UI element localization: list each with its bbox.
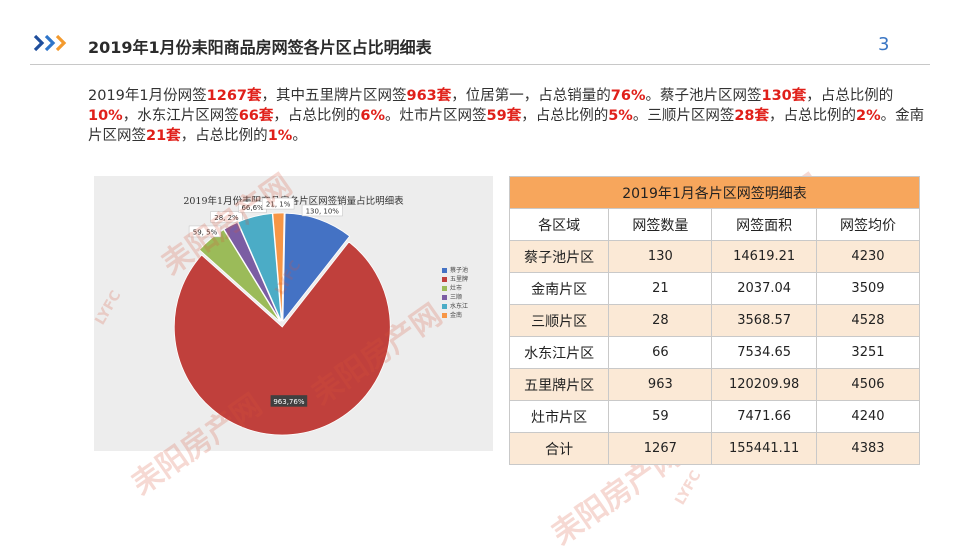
- table-header-row: 各区域 网签数量 网签面积 网签均价: [508, 208, 921, 241]
- pie-slice: [173, 241, 391, 436]
- pie-chart: 130, 10% 963,76% 59, 5% 28, 2%66,6% 21, 1%: [173, 197, 391, 436]
- legend-label: 蔡子池: [450, 267, 469, 274]
- table-cell: 14619.21: [711, 240, 817, 273]
- table-cell: 4240: [815, 400, 921, 433]
- legend-label: 灶市: [450, 285, 463, 292]
- data-label: 28, 2%: [210, 211, 243, 223]
- table-cell: 28: [608, 304, 713, 337]
- table-cell: 4506: [815, 368, 921, 401]
- table-cell: 120209.98: [711, 368, 817, 401]
- legend-swatch: [442, 286, 447, 291]
- table-cell: 59: [608, 400, 713, 433]
- legend-item: 灶市: [442, 284, 468, 293]
- legend-swatch: [442, 268, 447, 273]
- table-cell: 7534.65: [711, 336, 817, 369]
- table-cell: 水东江片区: [508, 336, 610, 369]
- table-cell: 金南片区: [508, 272, 610, 305]
- legend-label: 水东江: [450, 303, 469, 310]
- svg-text:963,76%: 963,76%: [273, 398, 304, 406]
- header-cell: 网签面积: [711, 208, 817, 241]
- legend-item: 蔡子池: [442, 266, 468, 275]
- page-number: 3: [878, 34, 890, 55]
- data-label: 130, 10%: [301, 204, 343, 217]
- legend-label: 五里牌: [450, 276, 469, 283]
- chart-legend: 蔡子池五里牌灶市三顺水东江金南: [442, 266, 468, 320]
- legend-item: 三顺: [442, 293, 468, 302]
- detail-table: 2019年1月各片区网签明细表 各区域 网签数量 网签面积 网签均价 蔡子池片区…: [508, 176, 921, 465]
- table-row: 水东江片区 66 7534.65 3251: [508, 336, 921, 369]
- table-cell: 2037.04: [711, 272, 817, 305]
- legend-item: 金南: [442, 311, 468, 320]
- table-cell: 963: [608, 368, 713, 401]
- table-cell: 21: [608, 272, 713, 305]
- legend-swatch: [442, 313, 447, 318]
- table-cell: 66: [608, 336, 713, 369]
- table-row: 灶市片区 59 7471.66 4240: [508, 400, 921, 433]
- legend-label: 三顺: [450, 294, 463, 301]
- table-cell: 蔡子池片区: [508, 240, 610, 273]
- header-cell: 各区域: [508, 208, 610, 241]
- data-label: 59, 5%: [188, 225, 222, 238]
- data-label: 21, 1%: [262, 197, 295, 210]
- table-row: 蔡子池片区 130 14619.21 4230: [508, 240, 921, 273]
- legend-item: 五里牌: [442, 275, 468, 284]
- svg-text:28, 2%: 28, 2%: [214, 214, 239, 222]
- svg-text:59, 5%: 59, 5%: [193, 228, 218, 236]
- header-cell: 网签数量: [608, 208, 713, 241]
- page-title: 2019年1月份耒阳商品房网签各片区占比明细表: [88, 38, 432, 57]
- table-row: 金南片区 21 2037.04 3509: [508, 272, 921, 305]
- data-label: 963,76%: [270, 395, 308, 407]
- table-cell: 合计: [508, 432, 610, 465]
- svg-text:66,6%: 66,6%: [241, 204, 264, 212]
- table-cell: 130: [608, 240, 713, 273]
- legend-label: 金南: [450, 312, 463, 319]
- table-cell: 3568.57: [711, 304, 817, 337]
- legend-swatch: [442, 295, 447, 300]
- table-cell: 4383: [815, 432, 921, 465]
- table-cell: 灶市片区: [508, 400, 610, 433]
- table-cell: 1267: [608, 432, 713, 465]
- pie-slice: [282, 212, 351, 323]
- table-cell: 7471.66: [711, 400, 817, 433]
- table-total-row: 合计 1267 155441.11 4383: [508, 432, 921, 465]
- header-cell: 网签均价: [815, 208, 921, 241]
- table-cell: 五里牌片区: [508, 368, 610, 401]
- table-cell: 3509: [815, 272, 921, 305]
- svg-text:130, 10%: 130, 10%: [306, 207, 340, 215]
- double-chevron-icon: [33, 34, 67, 52]
- table-cell: 4230: [815, 240, 921, 273]
- table-cell: 155441.11: [711, 432, 817, 465]
- table-cell: 4528: [815, 304, 921, 337]
- pie-slice: [237, 213, 282, 322]
- table-title: 2019年1月各片区网签明细表: [509, 176, 920, 209]
- legend-swatch: [442, 304, 447, 309]
- legend-item: 水东江: [442, 302, 468, 311]
- pie-chart-panel: 2019年1月份耒阳商品房各片区网签销量占比明细表 130, 10%963,76…: [94, 176, 493, 451]
- pie-slice: [198, 229, 281, 322]
- pie-slice: [272, 212, 285, 322]
- summary-paragraph: 2019年1月份网签1267套，其中五里牌片区网签963套，位居第一，占总销量的…: [88, 88, 925, 144]
- table-cell: 3251: [815, 336, 921, 369]
- table-row: 三顺片区 28 3568.57 4528: [508, 304, 921, 337]
- legend-swatch: [442, 277, 447, 282]
- table-cell: 三顺片区: [508, 304, 610, 337]
- header-divider: [30, 64, 930, 65]
- watermark-code: LYFC: [672, 468, 705, 508]
- svg-text:21, 1%: 21, 1%: [266, 201, 291, 209]
- table-row: 五里牌片区 963 120209.98 4506: [508, 368, 921, 401]
